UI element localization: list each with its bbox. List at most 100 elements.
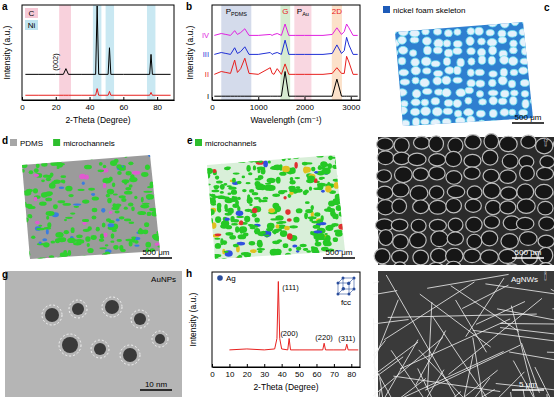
channel xyxy=(82,182,85,185)
pore xyxy=(388,57,396,65)
band xyxy=(221,5,251,100)
x-tick: 80 xyxy=(347,364,356,379)
channel xyxy=(160,152,165,154)
channel xyxy=(128,161,133,165)
channel xyxy=(294,177,300,179)
channel xyxy=(116,219,120,222)
channel xyxy=(41,179,45,182)
pore xyxy=(502,154,518,168)
x-tick: 50 xyxy=(295,364,304,379)
channel xyxy=(99,239,104,242)
pore xyxy=(453,41,462,48)
channel xyxy=(317,184,323,190)
channel xyxy=(315,250,319,256)
channel xyxy=(204,219,210,221)
channel xyxy=(215,175,219,179)
legend-label: C xyxy=(29,9,35,18)
pore xyxy=(499,136,517,151)
channel xyxy=(103,183,106,188)
nanowire xyxy=(373,340,418,397)
channel xyxy=(73,260,79,265)
channel xyxy=(342,226,345,228)
x-tick: 2000 xyxy=(296,97,314,112)
pore xyxy=(484,216,499,229)
channel xyxy=(338,224,346,230)
tick-mark xyxy=(299,364,300,367)
channel xyxy=(239,226,247,233)
channel xyxy=(303,167,311,173)
pore xyxy=(465,199,481,212)
channel xyxy=(119,216,125,219)
channel xyxy=(305,201,310,204)
pore xyxy=(411,99,420,106)
channel xyxy=(128,203,134,207)
annotation: (002) xyxy=(51,53,60,71)
tick-mark xyxy=(247,364,248,367)
pore xyxy=(446,198,462,212)
channel xyxy=(153,236,158,240)
channel xyxy=(64,219,67,221)
nanowire xyxy=(374,366,432,397)
channel xyxy=(231,190,237,195)
pore xyxy=(545,87,552,94)
channel xyxy=(303,190,308,195)
channel xyxy=(58,158,64,162)
pore xyxy=(412,118,419,126)
pore xyxy=(397,89,407,96)
pore xyxy=(377,138,394,151)
pore xyxy=(543,19,553,28)
channel xyxy=(62,181,65,184)
pore xyxy=(521,90,529,97)
pore xyxy=(445,151,461,166)
channel xyxy=(142,203,149,205)
pore xyxy=(538,263,554,265)
channel xyxy=(110,240,114,242)
pore xyxy=(501,234,518,249)
pore xyxy=(455,117,465,125)
pore xyxy=(453,77,462,83)
channel xyxy=(244,252,251,258)
icon-edge xyxy=(343,278,354,289)
channel xyxy=(109,211,112,214)
tick-label: 10 xyxy=(225,370,234,379)
channel xyxy=(235,226,239,233)
pore xyxy=(442,118,451,125)
channel xyxy=(92,196,99,200)
pore xyxy=(394,167,412,183)
channel xyxy=(124,191,133,195)
channel xyxy=(288,157,291,160)
channel xyxy=(129,177,137,182)
pore xyxy=(521,135,536,148)
channel xyxy=(347,214,353,217)
channel xyxy=(344,209,351,213)
channel xyxy=(313,225,321,229)
nanowire xyxy=(449,298,542,374)
pore xyxy=(429,219,446,231)
pore xyxy=(465,87,473,94)
channel xyxy=(92,257,100,263)
channel xyxy=(282,153,290,158)
channel xyxy=(214,238,220,240)
channel xyxy=(290,167,295,174)
legend-swatch xyxy=(383,6,390,13)
channel xyxy=(99,238,104,241)
pore xyxy=(498,76,507,85)
pore xyxy=(433,77,442,85)
pore xyxy=(412,89,420,98)
pore xyxy=(468,58,475,65)
pore xyxy=(537,167,554,180)
channel xyxy=(60,175,66,178)
channel xyxy=(92,216,97,220)
pore xyxy=(478,120,486,128)
channel xyxy=(275,224,279,228)
channel xyxy=(289,225,298,228)
pore xyxy=(500,90,509,98)
channel xyxy=(263,197,269,200)
pore xyxy=(543,116,552,125)
pore xyxy=(429,200,446,214)
channel xyxy=(224,167,230,170)
channel xyxy=(119,245,123,251)
channel xyxy=(50,173,54,177)
channel xyxy=(211,190,219,193)
channel xyxy=(239,156,246,158)
